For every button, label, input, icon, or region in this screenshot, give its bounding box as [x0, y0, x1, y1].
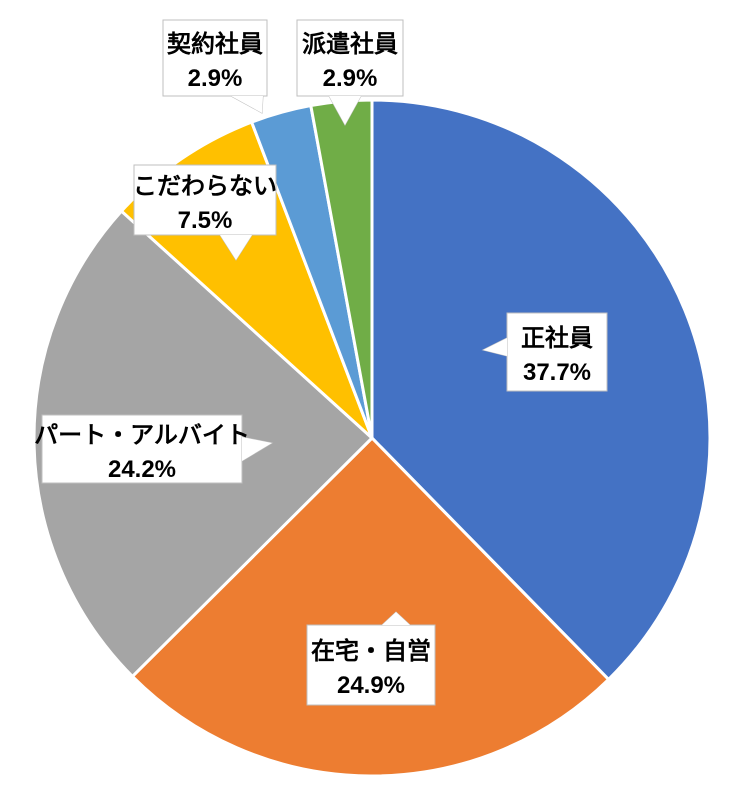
slice-name-label: 在宅・自営	[311, 637, 431, 665]
slice-name-label: パート・アルバイト	[34, 422, 250, 449]
callout-pointer-fill	[483, 338, 507, 356]
slice-value-label: 2.9%	[323, 65, 378, 92]
callout-box	[162, 19, 268, 97]
slice-value-label: 24.2%	[108, 456, 176, 483]
slice-name-label: こだわらない	[133, 173, 277, 200]
callout-seishain: 正社員 37.7%	[481, 312, 608, 392]
callout-pointer-fill	[220, 235, 252, 260]
callout-box	[306, 624, 436, 706]
pie-slice-zaitaku-jiei	[130, 435, 611, 778]
callout-kodawaranai: こだわらない 7.5%	[133, 164, 277, 261]
callout-haken-shain: 派遣社員 2.9%	[296, 19, 404, 127]
slice-value-label: 37.7%	[523, 359, 591, 386]
slice-value-label: 2.9%	[188, 65, 243, 92]
slice-name-label: 正社員	[521, 324, 593, 352]
slice-value-label: 7.5%	[178, 207, 233, 234]
slice-callouts: 正社員 37.7% 在宅・自営 24.9% パート・アルバイト 24.2% こだわらない 7.…	[34, 19, 608, 706]
slice-name-label: 契約社員	[167, 30, 263, 58]
callout-pointer-fill	[231, 96, 263, 113]
callout-pointer-fill	[242, 437, 272, 461]
callout-pointer-fill	[329, 96, 361, 125]
callout-box	[133, 164, 277, 236]
callout-part-arbeit: パート・アルバイト 24.2%	[34, 414, 274, 484]
callout-zaitaku-jiei: 在宅・自営 24.9%	[306, 611, 436, 706]
slice-name-label: 派遣社員	[302, 30, 398, 58]
callout-pointer-fill	[382, 612, 410, 625]
slice-value-label: 24.9%	[337, 672, 405, 699]
callout-keiyaku-shain: 契約社員 2.9%	[162, 19, 268, 114]
callout-box	[41, 414, 243, 484]
